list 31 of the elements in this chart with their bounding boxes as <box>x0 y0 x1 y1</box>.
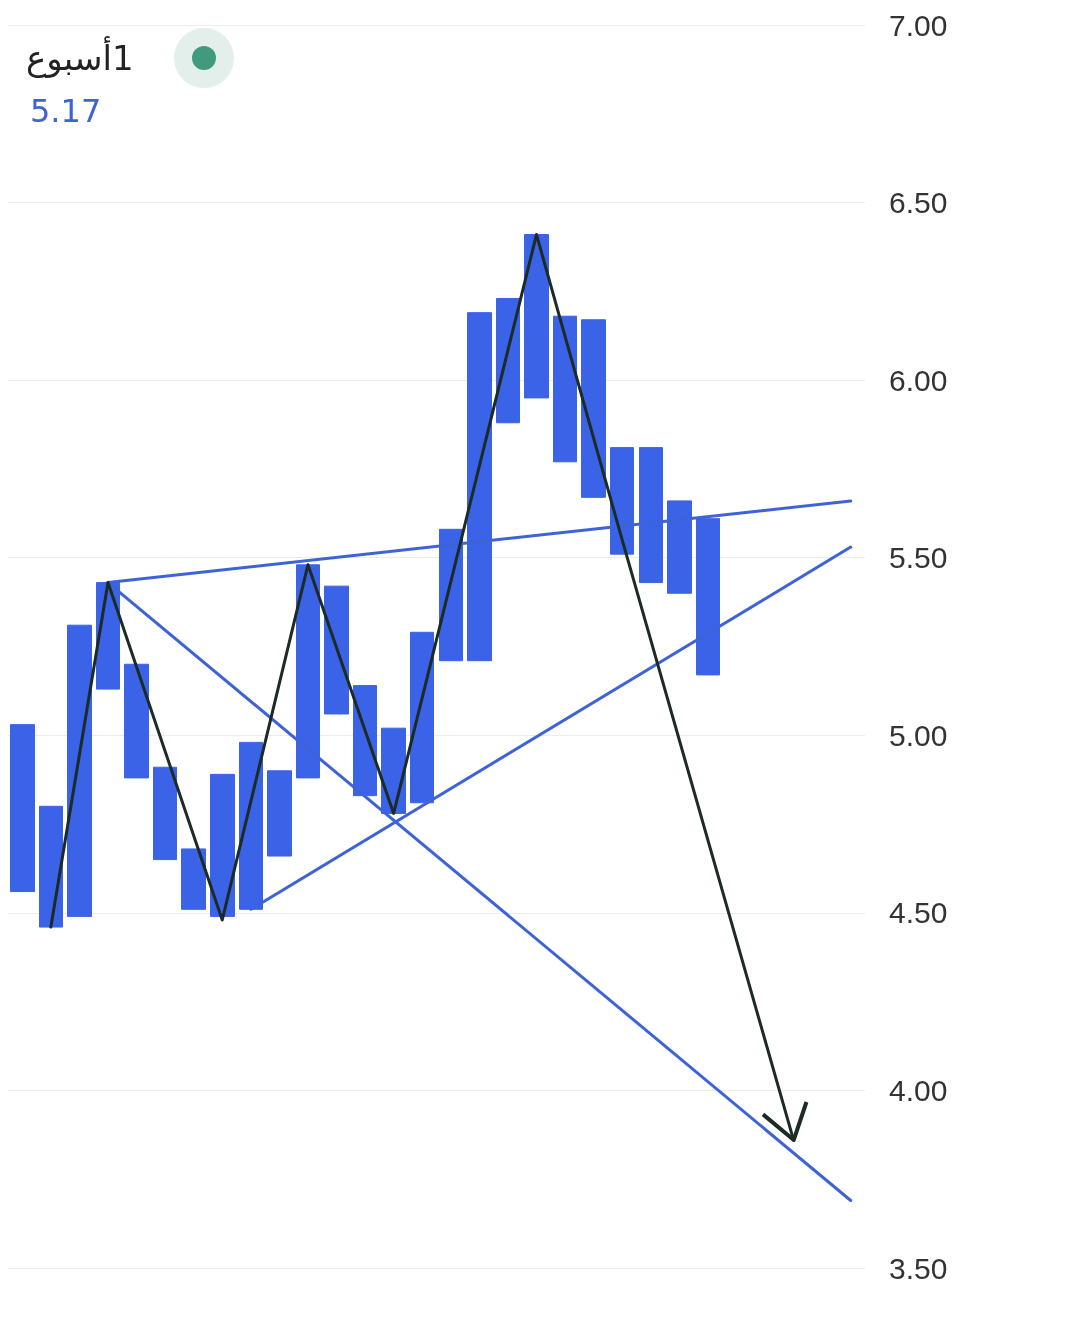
y-tick-label: 4.00 <box>889 1073 948 1107</box>
candlestick <box>210 773 235 917</box>
candlestick <box>581 319 606 498</box>
candlestick <box>39 805 63 928</box>
candlestick <box>239 741 263 910</box>
y-tick-label: 6.00 <box>889 363 948 397</box>
candlestick <box>324 585 349 715</box>
candlestick <box>267 770 292 857</box>
candlestick <box>610 447 634 555</box>
y-tick-label: 6.50 <box>889 186 948 220</box>
candlestick <box>639 447 663 584</box>
candlestick <box>296 564 320 779</box>
candlestick <box>10 724 35 893</box>
y-tick-label: 5.50 <box>889 541 948 575</box>
candlestick <box>667 500 692 594</box>
y-tick-label: 3.50 <box>889 1251 948 1285</box>
y-tick-label: 4.50 <box>889 896 948 930</box>
candlestick <box>524 234 549 399</box>
y-tick-label: 7.00 <box>889 8 948 42</box>
candlestick <box>696 518 720 676</box>
candlestick <box>181 848 206 910</box>
candlestick <box>124 663 149 779</box>
candlestick <box>410 631 434 804</box>
candlestick <box>467 312 492 662</box>
chart-title: 1أسبوع <box>26 38 134 78</box>
y-tick-label: 5.00 <box>889 718 948 752</box>
candlestick <box>67 624 92 917</box>
candlestick <box>553 315 577 463</box>
text: 5.17 <box>30 92 102 130</box>
candlestick <box>153 766 177 861</box>
candlestick <box>353 685 377 797</box>
